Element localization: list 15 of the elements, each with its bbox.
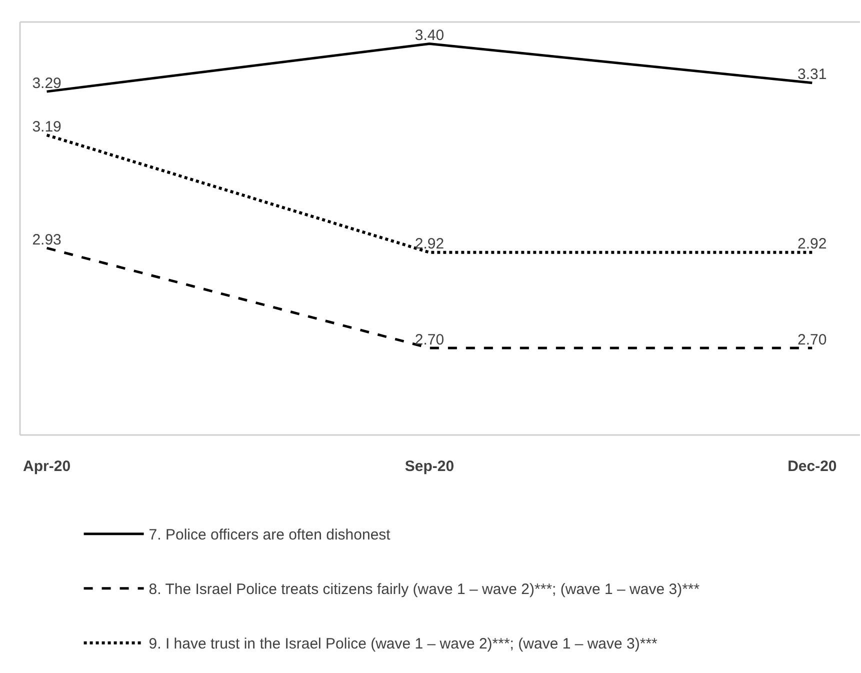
data-label: 3.29	[32, 74, 62, 92]
data-label: 2.92	[798, 236, 827, 253]
legend-label: 9. I have trust in the Israel Police (wave 1 – wave 2)***; (wave 1 – wave 3)***	[148, 636, 658, 653]
data-label: 3.40	[414, 26, 444, 44]
data-label: 2.92	[414, 236, 444, 253]
x-tick-label: Apr-20	[23, 458, 71, 475]
legend-label: 8. The Israel Police treats citizens fairly (wave 1 – wave 2)***; (wave 1 – wave 3)***	[148, 581, 700, 598]
x-tick-label: Sep-20	[404, 458, 454, 475]
data-label: 3.19	[32, 118, 62, 136]
data-label: 2.93	[32, 231, 62, 248]
legend-label: 7. Police officers are often dishonest	[148, 526, 392, 544]
data-label: 2.70	[414, 331, 444, 348]
x-tick-label: Dec-20	[788, 458, 837, 475]
data-label: 3.31	[798, 66, 827, 84]
data-label: 2.70	[798, 331, 827, 348]
